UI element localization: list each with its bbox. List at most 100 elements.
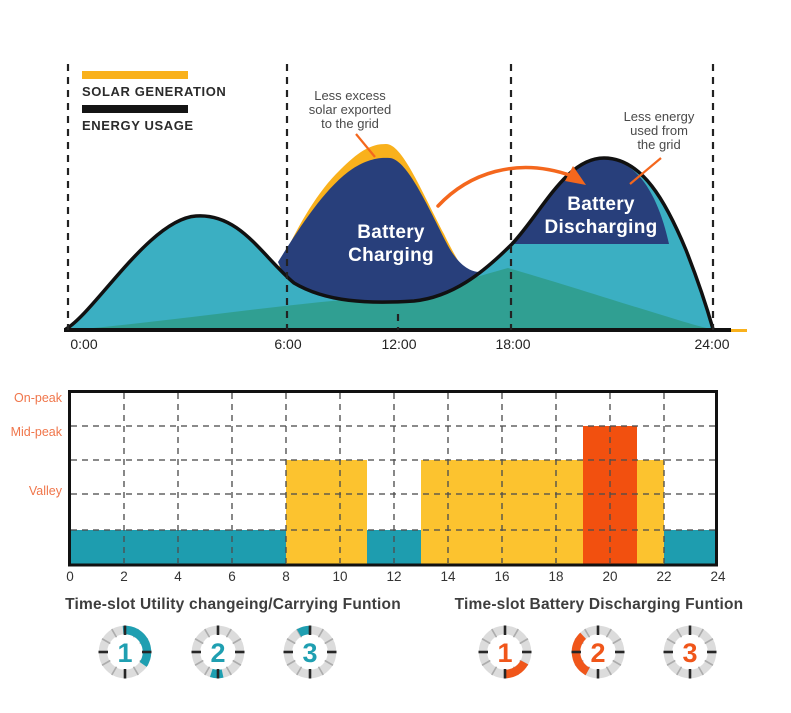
battery-discharging-line: Discharging: [544, 217, 657, 238]
day-curve-chart: SOLAR GENERATION ENERGY USAGE Less exces…: [64, 64, 747, 352]
clock-tick: [286, 638, 296, 645]
charge-to-discharge-arrow: [436, 165, 586, 208]
top-x-tick-labels: 0:00 6:00 12:00 18:00 24:00: [70, 336, 729, 352]
clock-tick: [225, 628, 232, 638]
clock-tick: [111, 628, 118, 638]
bottom-x-tick: 12: [386, 569, 401, 584]
top-x-tick: 6:00: [274, 336, 301, 352]
clock-icon: 3: [283, 625, 337, 679]
bottom-x-tick: 4: [174, 569, 182, 584]
bottom-x-tick: 14: [440, 569, 456, 584]
annotation-line: solar exported: [309, 102, 391, 117]
bottom-x-tick: 24: [710, 569, 726, 584]
time-slot-bar: [421, 460, 583, 564]
battery-charging-label: Battery Charging: [348, 222, 434, 266]
time-slot-bar: [637, 460, 664, 564]
chart-border: [68, 390, 718, 567]
clock-tick: [491, 628, 498, 638]
clock-tick: [519, 638, 529, 645]
clock-tick: [697, 666, 704, 676]
clock-tick: [317, 666, 324, 676]
clock-tick: [101, 638, 111, 645]
clock-tick: [111, 666, 118, 676]
battery-charging-line: Charging: [348, 245, 434, 266]
clock-tick: [676, 628, 683, 638]
battery-discharging-label: Battery Discharging: [544, 194, 657, 238]
annotation-line: to the grid: [321, 116, 379, 131]
clock-tick: [286, 659, 296, 666]
annotation-grid-energy: Less energy used from the grid: [624, 109, 695, 185]
clock-icon: 2: [571, 625, 625, 679]
clock-arc: [283, 625, 337, 679]
clock-tick: [296, 666, 303, 676]
bottom-x-tick: 0: [66, 569, 74, 584]
clock-tick: [481, 638, 491, 645]
time-slot-clocks: 1 2 3 1 2 3: [98, 625, 717, 679]
clock-tick: [194, 638, 204, 645]
price-level-label: Valley: [29, 484, 63, 498]
clock-tick: [491, 666, 498, 676]
time-slot-bars: [71, 426, 716, 564]
legend-energy-label: ENERGY USAGE: [82, 118, 194, 133]
bottom-x-tick: 22: [656, 569, 671, 584]
clock-tick: [605, 666, 612, 676]
clock-tick: [697, 628, 704, 638]
legend-solar-label: SOLAR GENERATION: [82, 84, 226, 99]
clock-tick: [612, 659, 622, 666]
clock-number: 2: [210, 638, 225, 668]
clock-tick: [676, 666, 683, 676]
morning-usage-hump: [66, 215, 414, 329]
leader-line: [629, 157, 662, 185]
clock-tick: [232, 638, 242, 645]
clock-tick: [612, 638, 622, 645]
battery-caption: Time-slot Battery Discharging Funtion: [455, 596, 744, 613]
clock-number: 1: [497, 638, 512, 668]
dashed-grid: [71, 393, 715, 563]
clock-tick: [704, 638, 714, 645]
bottom-x-tick-labels: 0 2 4 6 8 10 12 14 16 18 20 22 24: [66, 569, 726, 584]
clock-tick: [317, 628, 324, 638]
battery-charging-line: Battery: [357, 222, 425, 243]
top-x-tick: 12:00: [381, 336, 416, 352]
bottom-x-tick: 2: [120, 569, 128, 584]
battery-discharging-area: [512, 159, 669, 244]
bottom-x-tick: 20: [602, 569, 617, 584]
clock-arc: [98, 625, 152, 679]
clock-icon: 1: [98, 625, 152, 679]
clock-tick: [204, 666, 211, 676]
legend-energy-swatch: [82, 105, 188, 113]
clock-tick: [584, 628, 591, 638]
energy-usage-curve: [64, 156, 715, 331]
top-x-tick: 0:00: [70, 336, 97, 352]
time-slot-bar: [664, 530, 716, 564]
clock-icon: 2: [191, 625, 245, 679]
clock-icon: 1: [478, 625, 532, 679]
utility-caption: Time-slot Utility changeing/Carrying Fun…: [65, 596, 401, 613]
clock-icon: 3: [663, 625, 717, 679]
bottom-x-tick: 16: [494, 569, 509, 584]
clock-arc: [478, 625, 532, 679]
clock-tick: [324, 659, 334, 666]
top-x-tick: 18:00: [495, 336, 530, 352]
annotation-line: Less energy: [624, 109, 695, 124]
clock-tick: [704, 659, 714, 666]
clock-arc: [571, 625, 625, 679]
price-level-labels: On-peak Mid-peak Valley: [11, 391, 63, 498]
top-x-tick: 24:00: [694, 336, 729, 352]
clock-number: 3: [682, 638, 697, 668]
clock-tick: [101, 659, 111, 666]
clock-tick: [194, 659, 204, 666]
time-slot-bar: [286, 460, 367, 564]
clock-number: 3: [302, 638, 317, 668]
clock-tick: [481, 659, 491, 666]
clock-tick: [666, 659, 676, 666]
battery-charging-area: [278, 157, 480, 303]
price-level-label: On-peak: [14, 391, 63, 405]
clock-tick: [204, 628, 211, 638]
annotation-line: the grid: [637, 137, 680, 152]
legend: SOLAR GENERATION ENERGY USAGE: [82, 71, 226, 133]
clock-number: 2: [590, 638, 605, 668]
